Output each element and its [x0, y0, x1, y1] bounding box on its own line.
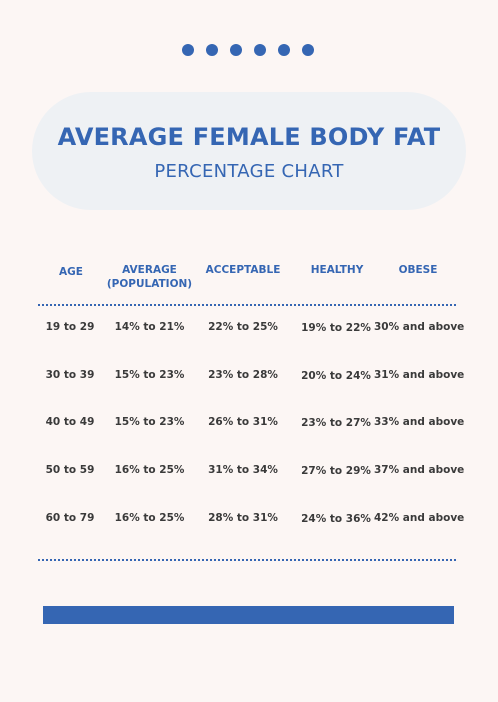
cell-average: 15% to 23%	[114, 416, 185, 428]
decorative-dots	[182, 44, 314, 56]
table-top-divider	[38, 304, 456, 306]
header-average-line2: (POPULATION)	[106, 278, 193, 290]
cell-acceptable: 31% to 34%	[208, 464, 278, 476]
cell-average: 16% to 25%	[114, 512, 185, 524]
cell-acceptable: 22% to 25%	[208, 321, 278, 333]
cell-acceptable: 26% to 31%	[208, 416, 278, 428]
cell-age: 50 to 59	[45, 464, 95, 476]
cell-average: 15% to 23%	[114, 369, 185, 381]
page-title: AVERAGE FEMALE BODY FAT	[57, 123, 441, 151]
table-bottom-divider	[38, 559, 456, 561]
dot-icon	[182, 44, 194, 56]
footer-bar	[43, 606, 454, 624]
cell-obese: 33% and above	[374, 416, 465, 428]
cell-obese: 30% and above	[374, 321, 465, 333]
cell-average: 14% to 21%	[114, 321, 185, 333]
header-average: AVERAGE (POPULATION)	[102, 263, 197, 291]
header-healthy: HEALTHY	[310, 264, 364, 276]
dot-icon	[302, 44, 314, 56]
cell-healthy: 27% to 29%	[301, 465, 371, 477]
cell-acceptable: 28% to 31%	[208, 512, 278, 524]
cell-healthy: 19% to 22%	[301, 322, 371, 334]
cell-healthy: 20% to 24%	[301, 370, 371, 382]
dot-icon	[278, 44, 290, 56]
cell-age: 19 to 29	[45, 321, 95, 333]
cell-obese: 31% and above	[374, 369, 465, 381]
dot-icon	[254, 44, 266, 56]
header-obese: OBESE	[398, 264, 438, 276]
title-banner	[32, 92, 466, 210]
header-average-line1: AVERAGE	[122, 264, 177, 276]
cell-age: 60 to 79	[45, 512, 95, 524]
cell-age: 40 to 49	[45, 416, 95, 428]
cell-age: 30 to 39	[45, 369, 95, 381]
cell-healthy: 24% to 36%	[301, 513, 371, 525]
cell-healthy: 23% to 27%	[301, 417, 371, 429]
dot-icon	[206, 44, 218, 56]
cell-obese: 42% and above	[374, 512, 465, 524]
header-age: AGE	[59, 266, 83, 278]
dot-icon	[230, 44, 242, 56]
cell-average: 16% to 25%	[114, 464, 185, 476]
header-acceptable: ACCEPTABLE	[205, 264, 281, 276]
cell-acceptable: 23% to 28%	[208, 369, 278, 381]
cell-obese: 37% and above	[374, 464, 465, 476]
page-subtitle: PERCENTAGE CHART	[154, 161, 344, 182]
